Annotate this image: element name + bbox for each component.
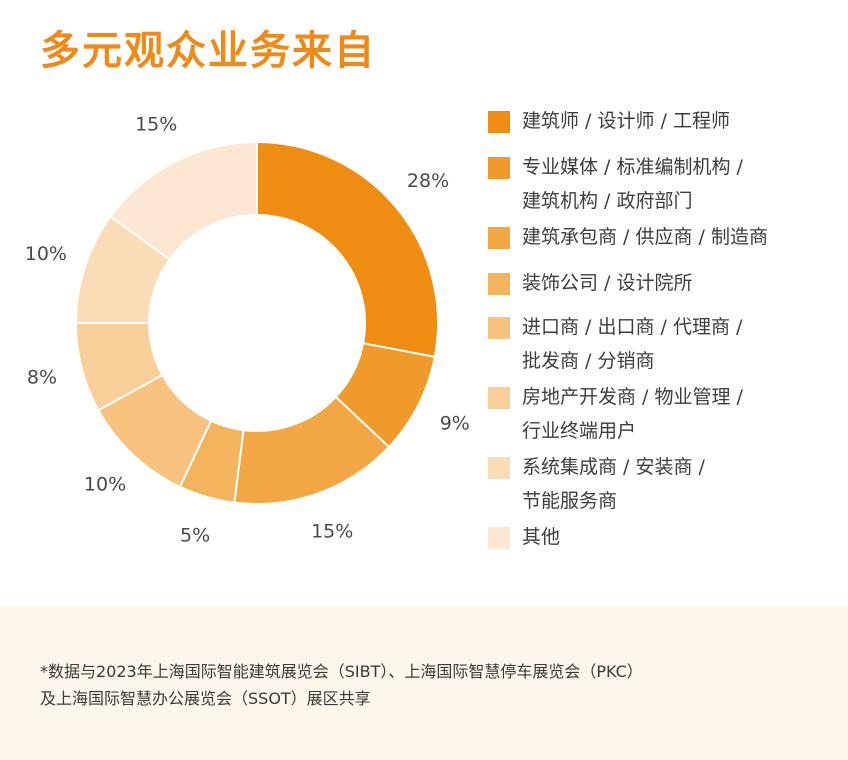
slice-label-7: 10% xyxy=(25,243,67,265)
legend-label-4: 装饰公司 / 设计院所 xyxy=(522,272,693,294)
legend-swatch-5 xyxy=(488,317,510,339)
slice-label-6: 8% xyxy=(27,367,57,389)
donut-slices xyxy=(74,140,439,505)
legend-item-7: 系统集成商 / 安装商 / 节能服务商 xyxy=(488,454,705,518)
footnote: *数据与2023年上海国际智能建筑展览会（SIBT）、上海国际智慧停车展览会（P… xyxy=(40,658,840,712)
footer-panel xyxy=(0,606,848,760)
slice-label-8: 15% xyxy=(135,114,177,136)
legend-label-3: 建筑承包商 / 供应商 / 制造商 xyxy=(522,226,768,248)
legend-item-6: 房地产开发商 / 物业管理 / 行业终端用户 xyxy=(488,384,743,448)
legend-item-1: 建筑师 / 设计师 / 工程师 xyxy=(488,108,730,138)
legend-item-3: 建筑承包商 / 供应商 / 制造商 xyxy=(488,224,768,254)
donut-slice-1 xyxy=(256,140,439,359)
footnote-line-1: *数据与2023年上海国际智能建筑展览会（SIBT）、上海国际智慧停车展览会（P… xyxy=(40,662,643,681)
slice-label-2: 9% xyxy=(440,412,470,434)
legend-item-2: 专业媒体 / 标准编制机构 / 建筑机构 / 政府部门 xyxy=(488,154,743,218)
chart-title: 多元观众业务来自 xyxy=(40,28,376,74)
legend-label-8: 其他 xyxy=(522,526,561,548)
legend-label-7: 系统集成商 / 安装商 / 节能服务商 xyxy=(522,456,705,512)
legend-label-2: 专业媒体 / 标准编制机构 / 建筑机构 / 政府部门 xyxy=(522,156,743,212)
slice-label-3: 15% xyxy=(311,520,353,542)
legend-swatch-4 xyxy=(488,273,510,295)
donut-chart: 28% 9% 15% 5% 10% 8% 10% 15% xyxy=(25,114,470,547)
slice-label-1: 28% xyxy=(407,170,449,192)
legend-swatch-1 xyxy=(488,111,510,133)
legend-swatch-8 xyxy=(488,527,510,549)
legend-label-5: 进口商 / 出口商 / 代理商 / 批发商 / 分销商 xyxy=(522,316,743,372)
legend-swatch-6 xyxy=(488,387,510,409)
legend-label-1: 建筑师 / 设计师 / 工程师 xyxy=(522,110,730,132)
legend-item-8: 其他 xyxy=(488,524,560,554)
legend-item-4: 装饰公司 / 设计院所 xyxy=(488,270,692,300)
legend-label-6: 房地产开发商 / 物业管理 / 行业终端用户 xyxy=(522,386,743,442)
legend-swatch-7 xyxy=(488,457,510,479)
legend-swatch-3 xyxy=(488,227,510,249)
legend-swatch-2 xyxy=(488,157,510,179)
donut-slice-8 xyxy=(109,140,258,261)
slice-label-4: 5% xyxy=(180,525,210,547)
legend-item-5: 进口商 / 出口商 / 代理商 / 批发商 / 分销商 xyxy=(488,314,742,378)
slice-label-5: 10% xyxy=(84,473,126,495)
donut-labels: 28% 9% 15% 5% 10% 8% 10% 15% xyxy=(25,114,470,547)
footnote-line-2: 及上海国际智慧办公展览会（SSOT）展区共享 xyxy=(40,689,371,708)
